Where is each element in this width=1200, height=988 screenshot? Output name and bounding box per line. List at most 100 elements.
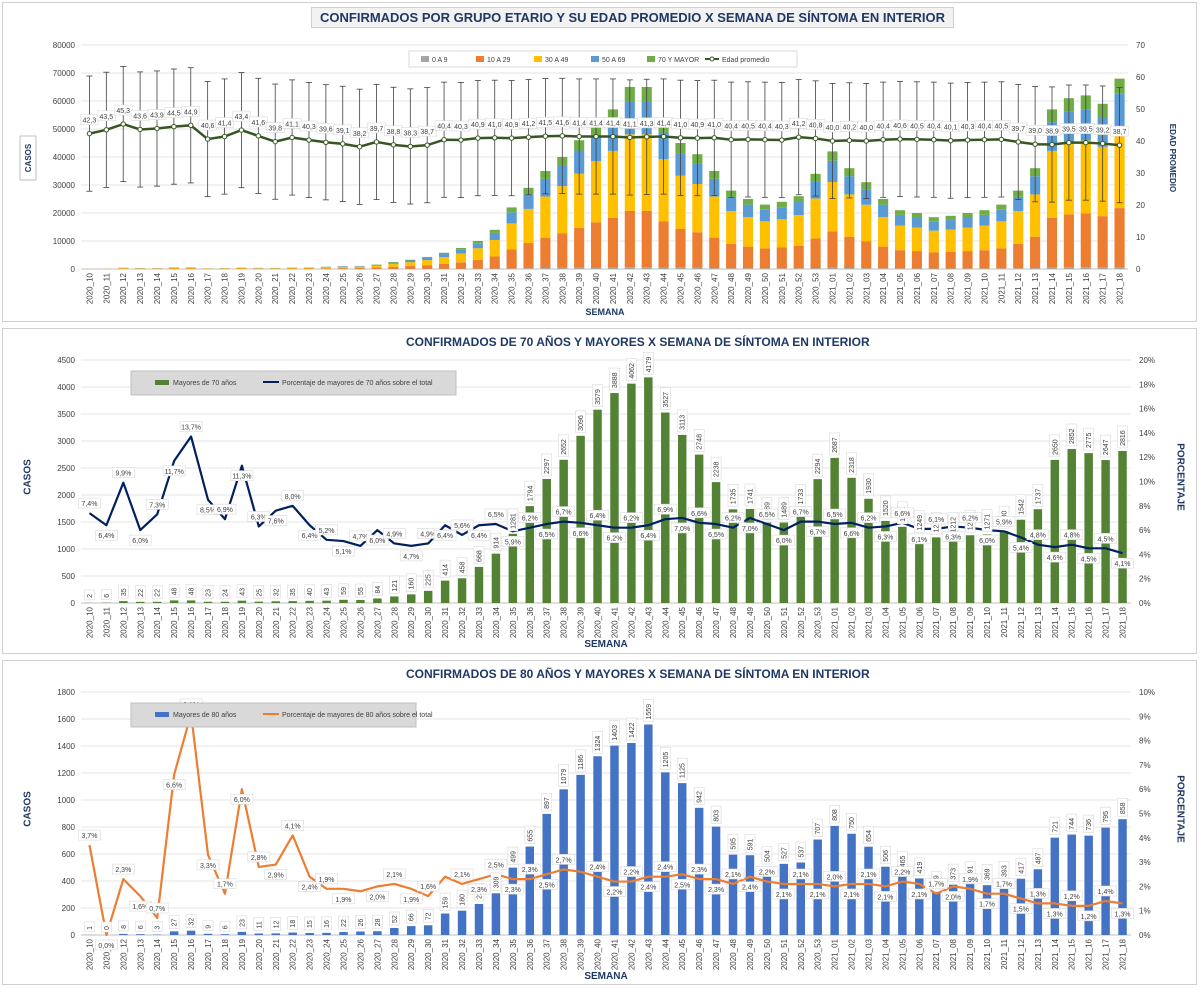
chart2-pct-label: 4,8%	[1030, 533, 1046, 540]
chart3-pct-label: 1,3%	[1030, 891, 1046, 898]
chart2-pct-label-box	[281, 490, 304, 502]
chart3-bar	[711, 826, 721, 935]
chart1-edad-label: 40,3	[775, 124, 789, 131]
chart1-bar-10a29	[422, 265, 433, 269]
chart3-pct-label: 1,7%	[928, 882, 944, 889]
chart3-xtick-label: 2020_47	[712, 938, 721, 970]
chart3-pct-label: 2,1%	[793, 872, 809, 879]
chart3-pct-label-box	[281, 820, 304, 831]
chart3-value-label-box	[829, 805, 840, 824]
chart2-xtick-label: 2020_14	[153, 606, 162, 638]
chart3-xtick-label: 2021_10	[983, 938, 992, 970]
chart1-edad-label: 43,9	[150, 113, 164, 120]
chart2-xtick-label: 2020_52	[797, 606, 806, 638]
chart3-value-label: 18	[290, 920, 297, 928]
chart1-bar-10a29	[624, 210, 635, 268]
chart3-xtick-label: 2020_12	[119, 938, 128, 970]
chart2-pct-label: 6,0%	[369, 538, 385, 545]
chart1-bar-50a69	[354, 266, 365, 267]
chart3-value-label: 23	[239, 919, 246, 927]
chart3-value-label: 26	[358, 919, 365, 927]
chart1-bar-10a29	[726, 243, 737, 269]
chart2-bar	[356, 600, 365, 603]
chart3-pct-label: 2,1%	[776, 892, 792, 899]
chart3-pct-label-box	[637, 881, 660, 892]
chart1-edad-point	[306, 137, 312, 143]
chart1-edad-label: 42,3	[83, 118, 97, 125]
chart2-pct-label-box	[332, 545, 355, 557]
chart1-edad-label: 40,4	[724, 124, 738, 131]
chart1-edad-point	[441, 137, 447, 143]
chart3-xtick-label: 2020_29	[407, 938, 416, 970]
chart2-xtick-label: 2020_37	[543, 606, 552, 638]
chart2-pct-label-box	[992, 516, 1016, 527]
chart1-bar-50a69	[911, 217, 922, 228]
chart3-y2tick-label: 9%	[1139, 712, 1151, 721]
chart2-value-label-box	[524, 480, 536, 504]
chart1-bar-70ymayor	[388, 262, 399, 263]
chart2-y2tick-label: 10%	[1139, 478, 1155, 487]
chart1-bar-50a69	[793, 202, 804, 216]
chart2-value-label: 1737	[1035, 489, 1042, 505]
chart3-legend-label: Porcentaje de mayores de 80 años sobre e…	[282, 712, 433, 719]
chart1-bar-30a49	[472, 248, 483, 261]
chart3-bar	[661, 772, 670, 935]
chart3-value-label: 8	[121, 925, 128, 929]
chart1-edad-label: 40,5	[910, 123, 924, 130]
chart3-value-label-box	[1117, 798, 1128, 817]
chart2-xtick-label: 2020_49	[746, 606, 755, 638]
chart1-bar-0a9	[624, 267, 635, 269]
chart2-pct-label-box	[1043, 551, 1067, 563]
chart1-xtick-label: 2021_11	[997, 272, 1006, 303]
chart2-xtick-label: 2020_46	[695, 606, 704, 638]
chart1-bar-30a49	[827, 181, 838, 232]
chart2-xtick-label: 2020_53	[814, 606, 823, 638]
chart3-bar	[254, 933, 264, 935]
chart2-pct-label: 6,0%	[979, 538, 995, 545]
chart2-pct-label-box	[1026, 529, 1050, 540]
chart1-bar-70ymayor	[405, 259, 416, 261]
chart3-xtick-label: 2021_01	[831, 938, 840, 970]
chart2-value-label: 3579	[595, 389, 602, 405]
chart3-pct-label-box	[484, 858, 508, 870]
chart2-value-label-box	[1049, 434, 1061, 458]
chart2-value-label-box	[693, 429, 705, 452]
chart1-bar-50a69	[776, 207, 787, 220]
chart3-value-label-box	[778, 843, 790, 862]
chart3-value-label-box	[524, 825, 536, 844]
chart1-bar-10a29	[472, 260, 483, 269]
chart2-value-label-box	[981, 509, 993, 532]
chart2-value-label-box	[490, 532, 502, 551]
chart3-xtick-label: 2020_15	[170, 938, 179, 970]
chart3-value-label-box	[304, 916, 315, 931]
chart1-bar-30a49	[574, 173, 585, 228]
chart1-xtick-label: 2021_10	[980, 272, 989, 304]
chart3-bar	[593, 756, 602, 935]
chart1-edad-label: 39,7	[370, 126, 384, 133]
chart2-pct-label-box	[179, 421, 203, 432]
chart1-bar-50a69	[455, 249, 467, 254]
chart3-value-label: 1	[87, 926, 94, 930]
chart2-pct-label: 6,3%	[251, 514, 267, 521]
chart1-xtick-label: 2020_29	[406, 272, 415, 304]
chart1-bar-0a9	[1063, 267, 1074, 269]
chart3-bar	[457, 910, 467, 935]
chart1-edad-label: 40,4	[876, 124, 890, 131]
chart2-value-label-box	[84, 589, 95, 601]
chart2-ytick-label: 2000	[57, 491, 75, 500]
chart2-xtick-label: 2021_12	[1017, 606, 1026, 638]
chart1-legend-swatch	[591, 56, 599, 62]
chart1-bar-10a29	[759, 248, 770, 269]
chart3-pct-label: 1,7%	[996, 882, 1012, 889]
chart2-xtick-label: 2020_35	[509, 606, 518, 638]
chart1-bar-10a29	[590, 222, 602, 268]
chart3-pct-label-box	[1043, 908, 1067, 919]
chart2-pct-label: 6,9%	[657, 507, 673, 514]
chart1-legend-label: Edad promedio	[722, 57, 770, 64]
chart1-edad-label: 40,4	[758, 124, 772, 131]
chart3-xtick-label: 2020_50	[763, 938, 772, 970]
chart2-pct-label: 6,4%	[640, 533, 656, 540]
chart1-bar-50a69	[878, 204, 889, 218]
chart2-pct-label-box	[264, 515, 288, 526]
chart2-value-label-box	[219, 585, 231, 600]
